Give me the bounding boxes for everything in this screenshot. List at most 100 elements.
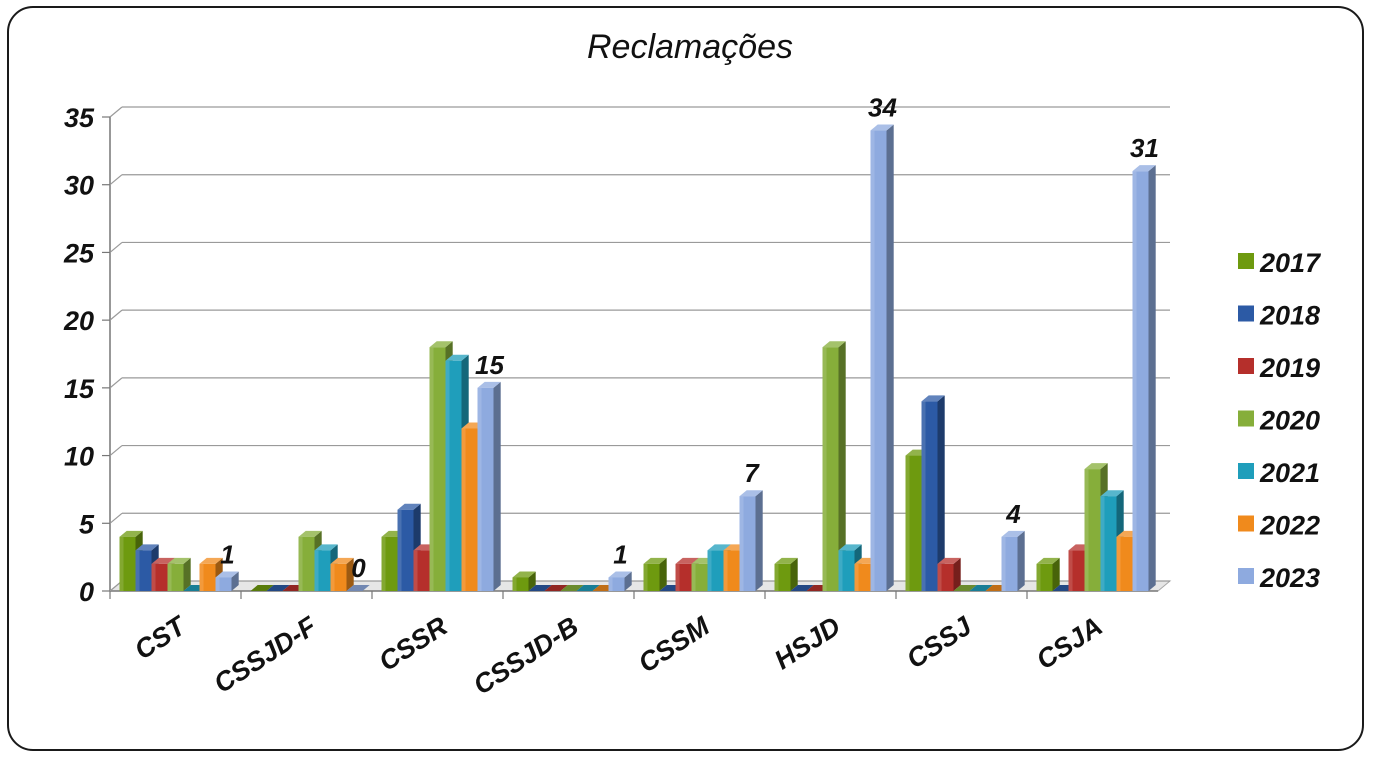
bar [330,557,354,591]
x-tick-label: CSSJD-B [468,611,584,701]
y-tick-label: 35 [64,103,95,133]
bar-highlight [643,563,648,591]
bar-top [774,557,798,564]
bar-highlight [381,536,386,591]
bar-top [215,571,239,578]
bar [167,557,191,591]
y-tick-label: 20 [63,306,94,336]
bar-highlight [199,563,204,591]
bar-highlight [921,401,926,591]
y-axis-ticks: 0 5 10 15 20 25 30 35 [63,103,95,607]
bar-highlight [1084,469,1089,591]
gridline-depth [109,309,123,321]
bar-side [790,557,798,591]
bar-flat [576,585,600,591]
bar-top [298,530,322,537]
bar [477,381,501,591]
gridlines [102,106,1170,592]
bar [739,490,763,591]
bar-top [1132,165,1156,172]
data-label: 7 [744,458,760,488]
bar-top [397,503,421,510]
bar-flat [560,585,584,591]
bar-highlight [739,496,744,591]
gridline-depth [109,512,123,524]
legend-swatch [1238,305,1254,322]
bar-highlight [870,130,875,592]
bar-top [643,557,667,564]
bar-highlight [298,536,303,591]
legend-swatch [1238,568,1254,584]
bar-top [445,354,469,361]
bar-highlight [822,347,827,591]
bar-flat [544,585,568,591]
bar [937,557,961,591]
bar-highlight [429,347,434,591]
bar-top [119,530,143,537]
bar-top [1036,557,1060,564]
bar-side [493,381,501,591]
legend-label: 2023 [1259,563,1320,593]
legend-swatch [1238,410,1254,427]
bar-highlight [445,360,450,591]
bar-highlight [135,550,140,591]
bar-top [937,557,961,564]
bar [1001,530,1025,591]
bar-top [477,381,501,388]
y-tick-label: 5 [79,509,95,539]
bar [774,557,798,591]
bar-highlight [707,550,712,591]
gridline-depth [109,377,123,389]
x-tick-label: CST [129,610,193,666]
bar-side [838,341,846,591]
bar-top [822,341,846,348]
legend: 2017 2018 2019 2020 2021 2022 2023 [1238,248,1322,593]
bar [215,571,239,591]
gridline-depth [109,241,123,253]
data-label: 15 [475,350,504,380]
x-tick-label: CSJA [1031,611,1108,675]
bar-top [330,557,354,564]
bar-top [314,544,338,551]
bar-highlight [413,550,418,591]
bar-highlight [675,563,680,591]
bar-highlight [723,550,728,591]
legend-label: 2018 [1259,301,1320,331]
data-labels: 1 0 15 1 7 34 4 31 [220,93,1159,583]
bar-flat [528,585,552,591]
bar-highlight [215,577,220,591]
bar [250,585,274,591]
x-tick-label: CSSJD-F [209,610,323,699]
bar-flat [790,585,814,591]
gridline-depth [109,445,123,457]
bar-flat [969,585,993,591]
bar-highlight [314,550,319,591]
bar-highlight [461,428,466,591]
bar-top [838,544,862,551]
bar-side [886,124,894,592]
bar-top [1084,463,1108,470]
bar [953,585,977,591]
data-label: 34 [868,93,897,123]
bar [790,585,814,591]
bar-flat [346,585,370,591]
bar [544,585,568,591]
bar-highlight [512,577,517,591]
bar-highlight [838,550,843,591]
bar [576,585,600,591]
bar-highlight [691,563,696,591]
bar-top [199,557,223,564]
bar-highlight [854,563,859,591]
data-label: 4 [1005,499,1021,529]
bar-highlight [905,455,910,591]
legend-swatch [1238,253,1254,269]
bars [119,124,1156,592]
legend-swatch [1238,463,1254,479]
bar [1036,557,1060,591]
bar [643,557,667,591]
data-label: 1 [220,539,234,569]
bar-top [135,544,159,551]
y-tick-label: 30 [64,171,94,201]
data-label: 0 [351,553,366,583]
